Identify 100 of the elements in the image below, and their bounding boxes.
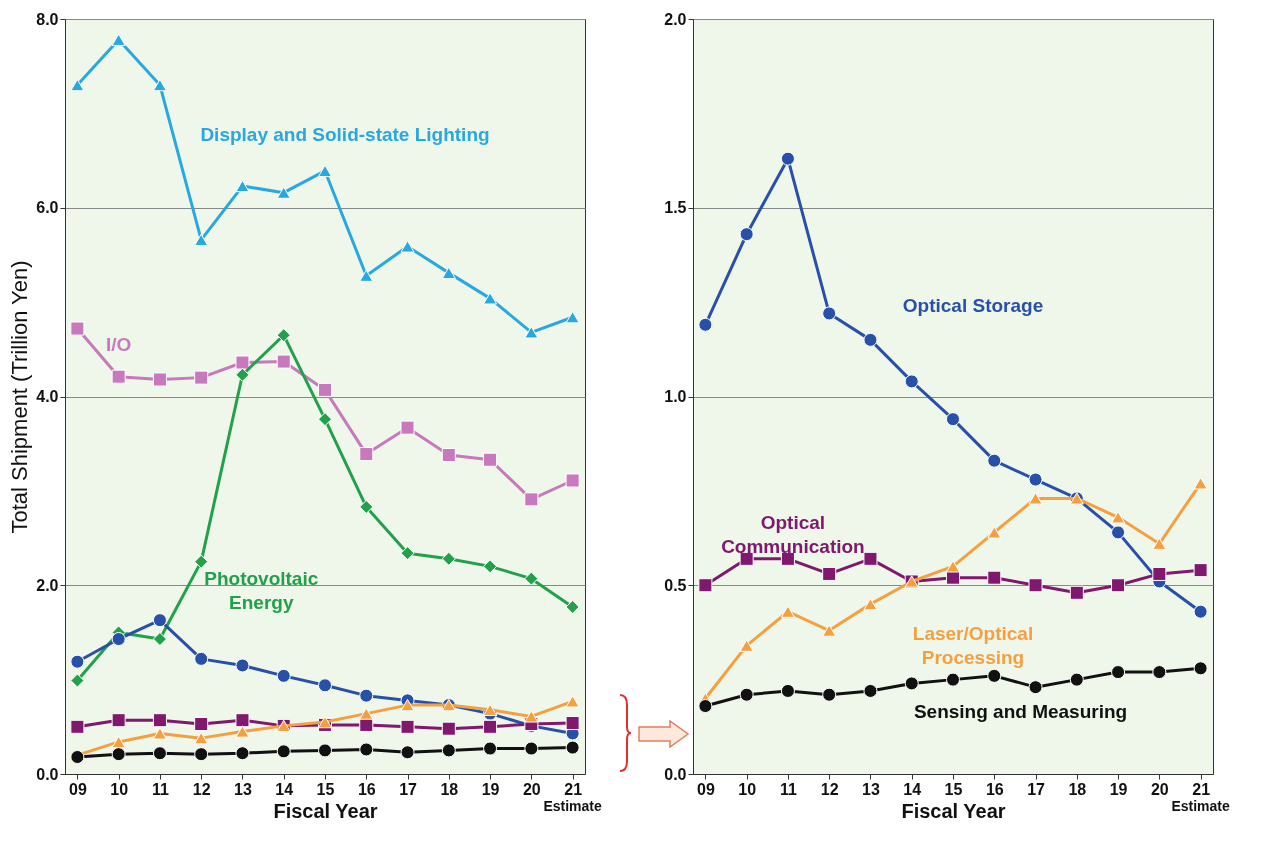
point: [483, 452, 498, 467]
point: [111, 632, 126, 647]
point: [524, 326, 539, 339]
y-tick-label: 2.0: [664, 10, 687, 28]
point: [987, 570, 1002, 585]
point: [317, 412, 333, 427]
point: [111, 369, 126, 384]
series-label: Optical Communication: [721, 511, 865, 557]
point: [441, 721, 456, 736]
point: [400, 698, 415, 712]
x-tick-label: 14: [903, 780, 922, 798]
point: [945, 560, 961, 573]
point: [483, 559, 498, 574]
point: [1193, 477, 1208, 490]
point: [483, 292, 498, 305]
point: [698, 317, 713, 332]
x-tick-label: 12: [820, 780, 839, 798]
point: [780, 683, 795, 698]
point: [70, 78, 85, 92]
point: [111, 735, 126, 749]
y-tick-label: 0.0: [664, 765, 687, 783]
point: [359, 447, 374, 462]
point: [1069, 585, 1084, 600]
x-axis-title: Fiscal Year: [273, 799, 378, 822]
point: [70, 673, 85, 688]
point: [235, 746, 250, 761]
point: [565, 473, 580, 488]
point: [483, 719, 498, 734]
point: [317, 678, 333, 693]
point: [70, 321, 85, 336]
point: [152, 613, 167, 628]
point: [111, 747, 126, 762]
x-tick-label: 17: [1027, 780, 1046, 798]
text: Estimate: [543, 798, 603, 814]
point: [111, 33, 126, 46]
point: [698, 699, 713, 714]
x-tick-label: 09: [696, 780, 715, 798]
point: [987, 526, 1002, 539]
x-tick-label: 13: [234, 780, 252, 798]
point: [441, 447, 456, 463]
y-tick-label: 2.0: [36, 576, 59, 594]
point: [945, 672, 961, 687]
x-tick-label: 10: [110, 780, 129, 798]
y-tick-label: 6.0: [36, 199, 59, 217]
point: [194, 651, 209, 666]
point: [194, 554, 209, 569]
point: [276, 744, 291, 759]
point: [276, 186, 291, 199]
point: [1028, 578, 1043, 593]
y-tick-label: 0.5: [664, 576, 687, 594]
x-tick-label: 11: [151, 780, 169, 798]
x-tick-label: 16: [357, 780, 376, 798]
point: [739, 687, 754, 702]
point: [1028, 472, 1043, 487]
point: [194, 370, 209, 385]
point: [400, 420, 415, 435]
x-tick-label: 14: [275, 780, 294, 798]
point: [359, 688, 374, 703]
point: [276, 668, 291, 683]
x-tick-label: 12: [192, 780, 211, 798]
point: [152, 372, 167, 387]
point: [987, 453, 1002, 468]
point: [359, 499, 374, 514]
text: Estimate: [1171, 798, 1231, 814]
point: [524, 710, 539, 723]
y-tick-label: 0.0: [36, 765, 59, 783]
x-tick-label: 15: [944, 780, 963, 798]
point: [441, 743, 456, 758]
point: [235, 725, 250, 738]
point: [863, 597, 878, 611]
point: [152, 713, 167, 728]
point: [1111, 525, 1126, 540]
point: [524, 571, 539, 586]
series-label: Sensing and Measuring: [913, 701, 1128, 723]
point: [1111, 511, 1126, 524]
y-tick-label: 1.5: [664, 199, 687, 217]
point: [111, 713, 126, 728]
point: [276, 328, 291, 343]
point: [359, 269, 374, 282]
point: [276, 354, 291, 369]
point: [565, 695, 580, 708]
point: [235, 355, 250, 370]
point: [904, 374, 919, 389]
point: [194, 731, 209, 745]
point: [194, 716, 209, 731]
point: [1193, 563, 1208, 578]
point: [400, 719, 415, 734]
point: [400, 240, 415, 253]
point: [317, 382, 333, 397]
x-tick-label: 15: [316, 780, 335, 798]
x-tick-label: 21: [564, 780, 583, 798]
point: [1111, 665, 1126, 680]
point: [1152, 566, 1167, 581]
point: [822, 624, 837, 637]
point: [194, 233, 209, 246]
series-label: Optical Storage: [902, 295, 1044, 317]
point: [739, 227, 754, 242]
point: [483, 703, 498, 716]
point: [1193, 604, 1208, 619]
x-tick-label: 13: [862, 780, 880, 798]
